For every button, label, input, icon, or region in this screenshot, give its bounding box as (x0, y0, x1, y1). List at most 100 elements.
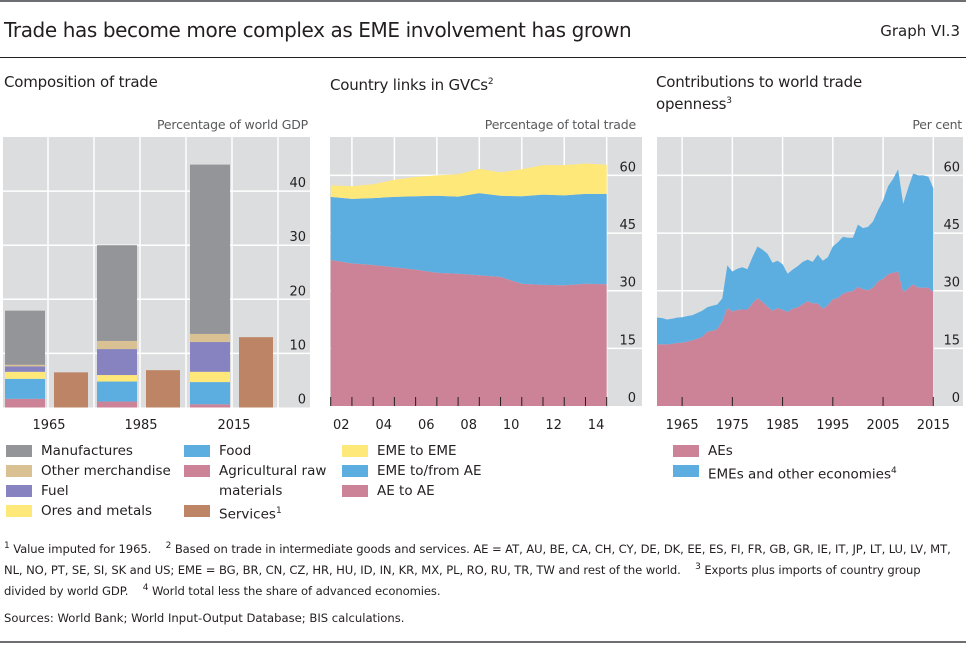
y-tick-label: 20 (289, 284, 306, 299)
bar-segment-fuel (5, 366, 45, 372)
legend-composition-col1: Manufactures Other merchandise Fuel Ores an… (6, 441, 171, 521)
x-tick-label: 1975 (716, 418, 749, 433)
legend-item: Food (184, 441, 329, 461)
charts-svg: 0 10 20 30 40 1965 1985 2015 0 15 30 45 60 02 04 06 08 1… (3, 137, 963, 433)
bar-segment-food (5, 378, 45, 399)
legend-label: Fuel (41, 483, 69, 499)
x-tick-label: 1985 (766, 418, 799, 433)
legend-swatch (342, 465, 368, 477)
x-tick-label: 08 (460, 418, 477, 433)
y-tick-label: 30 (619, 276, 636, 291)
legend-swatch (342, 485, 368, 497)
footnote-mark: 3 (695, 561, 701, 572)
y-tick-label: 60 (943, 160, 960, 175)
panel-title-text: Composition of trade (4, 73, 158, 91)
x-tick-label: 2005 (867, 418, 900, 433)
legend-item: AEs (673, 441, 897, 461)
footnote-ref: 2 (487, 77, 494, 87)
legend-label: Other merchandise (41, 463, 171, 479)
unit-label-gvc: Percentage of total trade (484, 117, 636, 132)
legend-item: Services1 (184, 501, 329, 525)
footnote-ref: 4 (891, 466, 897, 476)
footnotes: 1 Value imputed for 1965. 2 Based on tra… (4, 537, 964, 600)
bar-segment-other-merchandise (97, 340, 137, 350)
x-tick-label: 14 (588, 418, 605, 433)
x-tick-label: 1965 (32, 418, 65, 433)
gvc-chart: 0 15 30 45 60 02 04 06 08 10 12 14 (330, 137, 642, 433)
bar-segment-other-merchandise (190, 333, 230, 343)
legend-swatch (6, 505, 32, 517)
legend-swatch (184, 445, 210, 457)
footnote-mark: 2 (165, 541, 172, 551)
bar-segment-ores-and-metals (5, 371, 45, 379)
panel-title-openness: Contributions to world trade openness3 (656, 73, 876, 114)
y-tick-label: 10 (289, 338, 306, 353)
y-tick-label: 45 (619, 218, 636, 233)
y-tick-label: 15 (619, 333, 636, 348)
area-emes-and-other-economies (657, 169, 934, 345)
footnote-4: World total less the share of advanced e… (151, 583, 441, 598)
bar-segment-agricultural-raw-materials (190, 404, 230, 408)
legend-item: Ores and metals (6, 501, 171, 521)
legend-label: Services1 (219, 506, 282, 523)
y-tick-label: 30 (289, 230, 306, 245)
bottom-rule (0, 641, 966, 643)
x-tick-label: 06 (418, 418, 435, 433)
footnote-1: Value imputed for 1965. (13, 541, 152, 556)
legend-composition-col2: Food Agricultural raw materials Services1 (184, 441, 329, 525)
y-tick-label: 45 (943, 218, 960, 233)
header-rule (0, 57, 966, 58)
legend-label: AE to AE (377, 483, 435, 499)
x-tick-label: 12 (545, 418, 562, 433)
legend-swatch (673, 465, 699, 477)
legend-swatch (6, 465, 32, 477)
unit-label-openness: Per cent (912, 117, 962, 132)
footnote-ref: 1 (275, 506, 282, 516)
sources: Sources: World Bank; World Input-Output … (4, 611, 405, 625)
x-tick-label: 10 (503, 418, 520, 433)
bar-segment-agricultural-raw-materials (5, 398, 45, 408)
legend-swatch (6, 445, 32, 457)
legend-label: EME to/from AE (377, 463, 482, 479)
legend-label: EME to EME (377, 443, 457, 459)
y-tick-label: 40 (289, 176, 306, 191)
area-eme-to-eme (330, 163, 607, 199)
legend-item: Other merchandise (6, 461, 171, 481)
area-aes (657, 271, 934, 406)
unit-label-composition: Percentage of world GDP (157, 117, 308, 132)
graph-title: Trade has become more complex as EME inv… (4, 18, 632, 42)
legend-swatch (342, 445, 368, 457)
bar-segment-agricultural-raw-materials (97, 401, 137, 408)
bar-segment-fuel (190, 342, 230, 372)
bar-services (54, 372, 88, 408)
top-rule (0, 0, 966, 2)
y-tick-label: 0 (298, 393, 306, 408)
x-tick-label: 1985 (124, 418, 157, 433)
bar-segment-other-merchandise (5, 364, 45, 367)
legend-swatch (184, 505, 210, 517)
legend-label: Agricultural raw materials (219, 463, 327, 499)
footnote-2: Based on trade in intermediate goods and… (4, 541, 951, 577)
legend-item: EMEs and other economies4 (673, 461, 897, 485)
x-tick-label: 02 (333, 418, 350, 433)
y-tick-label: 0 (628, 391, 636, 406)
panel-title-text: Contributions to world trade openness (656, 73, 863, 113)
legend-label: AEs (708, 443, 733, 459)
x-tick-label: 1965 (666, 418, 699, 433)
legend-swatch (6, 485, 32, 497)
y-tick-label: 30 (943, 276, 960, 291)
bar-segment-manufactures (5, 310, 45, 365)
legend-item: Fuel (6, 481, 171, 501)
x-tick-label: 2015 (917, 418, 950, 433)
bar-segment-food (190, 382, 230, 405)
legend-label: Manufactures (41, 443, 133, 459)
bar-services (239, 337, 273, 408)
bar-segment-fuel (97, 349, 137, 376)
y-tick-label: 15 (943, 333, 960, 348)
legend-swatch (673, 445, 699, 457)
footnote-mark: 1 (4, 541, 10, 551)
footnote-ref: 3 (726, 96, 732, 106)
legend-item: Manufactures (6, 441, 171, 461)
legend-label: Food (219, 443, 252, 459)
panel-title-composition: Composition of trade (4, 73, 158, 92)
